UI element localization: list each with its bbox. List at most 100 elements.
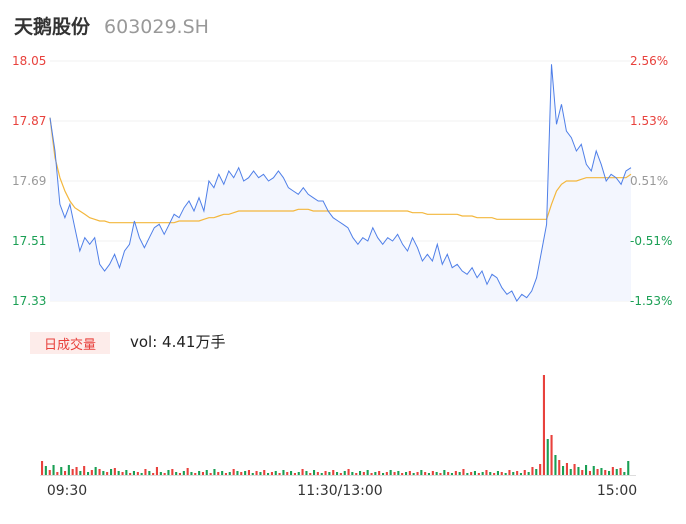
volume-bar — [290, 471, 293, 475]
volume-bar — [190, 472, 193, 475]
volume-bars — [40, 375, 636, 476]
volume-bar — [221, 471, 224, 475]
volume-bar — [98, 469, 101, 475]
x-tick: 15:00 — [597, 483, 637, 499]
volume-bar — [117, 471, 120, 475]
volume-bar — [588, 471, 591, 475]
stock-name: 天鹅股份 — [14, 16, 91, 38]
volume-bar — [585, 465, 588, 475]
volume-bar — [493, 473, 496, 475]
volume-bar — [41, 461, 44, 475]
volume-bar — [535, 469, 538, 475]
volume-bar — [175, 472, 178, 475]
volume-bar — [129, 473, 132, 475]
volume-bar — [194, 473, 197, 475]
volume-bar — [201, 472, 204, 475]
volume-bar — [516, 471, 519, 475]
volume-bar — [64, 471, 67, 475]
volume-bar — [351, 472, 354, 475]
volume-bar — [405, 472, 408, 475]
volume-bar — [44, 466, 47, 475]
stock-code: 603029.SH — [104, 16, 209, 38]
volume-bar — [167, 470, 170, 475]
price-area — [50, 64, 631, 301]
volume-bar — [562, 466, 565, 475]
volume-bar — [539, 464, 542, 475]
volume-bar — [470, 472, 473, 475]
volume-bar — [424, 472, 427, 475]
volume-bar — [244, 471, 247, 475]
average-price-line — [49, 117, 632, 224]
y-tick-right: 1.53% — [630, 114, 668, 128]
volume-bar — [305, 471, 308, 475]
volume-bar — [106, 472, 109, 475]
volume-bar — [362, 472, 365, 475]
y-tick-right: 0.51% — [630, 174, 668, 188]
volume-bar — [274, 471, 277, 475]
volume-bar — [313, 470, 316, 475]
stock-header: 天鹅股份 603029.SH — [14, 12, 209, 40]
volume-bar — [332, 470, 335, 475]
volume-bar — [347, 469, 350, 475]
y-tick-left: 17.51 — [12, 234, 46, 248]
volume-bar — [581, 470, 584, 475]
y-tick-right: 2.56% — [630, 54, 668, 68]
volume-bar — [198, 471, 201, 475]
volume-bar — [508, 470, 511, 475]
volume-bar — [615, 469, 618, 475]
volume-tab[interactable]: 日成交量 — [30, 332, 110, 354]
volume-bar — [569, 469, 572, 475]
volume-bar — [336, 472, 339, 475]
volume-bar — [542, 375, 545, 475]
volume-bar — [148, 471, 151, 475]
volume-bar — [309, 473, 312, 475]
volume-bar — [125, 470, 128, 475]
volume-bar — [140, 473, 143, 475]
volume-bar — [397, 471, 400, 475]
volume-bar — [447, 472, 450, 475]
volume-bar — [458, 472, 461, 475]
price-line — [49, 64, 632, 302]
volume-bar — [339, 473, 342, 475]
volume-bar — [217, 472, 220, 475]
volume-bar — [604, 470, 607, 475]
volume-bar — [473, 471, 476, 475]
volume-bar — [178, 473, 181, 475]
volume-bar — [144, 469, 147, 475]
volume-bar — [366, 470, 369, 475]
volume-bar — [427, 473, 430, 475]
volume-bar — [94, 467, 97, 475]
volume-bar — [435, 472, 438, 475]
volume-bar — [278, 473, 281, 475]
volume-bar — [282, 470, 285, 475]
volume-bar — [439, 473, 442, 475]
y-tick-left: 18.05 — [12, 54, 46, 68]
volume-bar — [113, 468, 116, 475]
volume-bar — [378, 471, 381, 475]
volume-bar — [90, 470, 93, 475]
volume-bar — [209, 473, 212, 475]
volume-bar — [374, 472, 377, 475]
volume-bar — [267, 473, 270, 475]
volume-bar — [263, 470, 266, 475]
volume-bar — [489, 472, 492, 475]
volume-bar — [136, 472, 139, 475]
volume-bar — [558, 460, 561, 475]
volume-bar — [205, 470, 208, 475]
volume-bar — [343, 471, 346, 475]
volume-bar — [531, 467, 534, 475]
volume-bar — [297, 472, 300, 475]
volume-bar — [213, 469, 216, 475]
volume-bar — [132, 471, 135, 475]
y-axis-left: 18.05 17.87 17.69 17.51 17.33 — [12, 54, 46, 308]
x-tick: 11:30/13:00 — [297, 483, 382, 499]
volume-bar — [159, 472, 162, 475]
volume-bar — [359, 471, 362, 475]
volume-bar — [466, 473, 469, 475]
volume-bar — [485, 470, 488, 475]
volume-bar — [71, 469, 74, 475]
volume-bar — [102, 471, 105, 475]
volume-bar — [316, 472, 319, 475]
volume-bar — [385, 472, 388, 475]
x-axis: 09:30 11:30/13:00 15:00 — [47, 483, 637, 499]
